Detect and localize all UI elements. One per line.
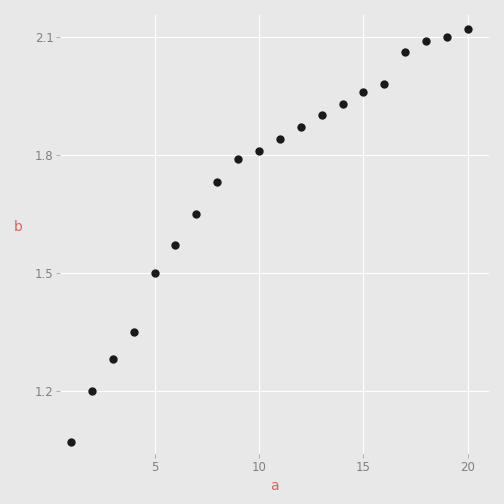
- Point: [276, 135, 284, 143]
- Point: [401, 48, 409, 56]
- Point: [171, 241, 179, 249]
- Y-axis label: b: b: [14, 220, 23, 234]
- Point: [464, 25, 472, 33]
- Point: [88, 387, 96, 395]
- Point: [318, 111, 326, 119]
- Point: [297, 123, 305, 131]
- Point: [359, 88, 367, 96]
- Point: [422, 37, 430, 45]
- Point: [151, 269, 159, 277]
- X-axis label: a: a: [270, 479, 279, 493]
- Point: [381, 80, 389, 88]
- Point: [255, 147, 263, 155]
- Point: [213, 178, 221, 186]
- Point: [443, 33, 451, 41]
- Point: [339, 100, 347, 108]
- Point: [193, 210, 201, 218]
- Point: [130, 328, 138, 336]
- Point: [234, 155, 242, 163]
- Point: [67, 438, 75, 446]
- Point: [109, 355, 117, 363]
